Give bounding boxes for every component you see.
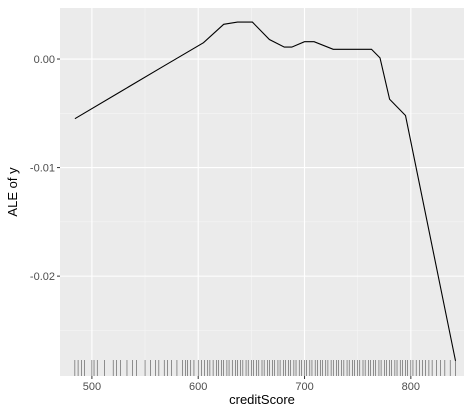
y-tick-label: -0.01 xyxy=(30,163,55,175)
y-tick-label: -0.02 xyxy=(30,271,55,283)
x-tick-label: 700 xyxy=(295,381,313,393)
plot-panel xyxy=(60,8,464,376)
rug-marks xyxy=(74,360,456,376)
x-tick-label: 600 xyxy=(189,381,207,393)
x-tick-label: 800 xyxy=(402,381,420,393)
x-axis: 500 600 700 800 xyxy=(83,376,420,393)
y-axis: 0.00 -0.01 -0.02 xyxy=(30,54,60,283)
ale-line xyxy=(74,21,457,361)
x-axis-title: creditScore xyxy=(229,392,295,407)
y-tick-label: 0.00 xyxy=(34,54,55,66)
minor-gridlines xyxy=(60,8,464,376)
major-gridlines xyxy=(60,8,464,376)
y-axis-title: ALE of y xyxy=(5,167,20,217)
x-tick-label: 500 xyxy=(83,381,101,393)
